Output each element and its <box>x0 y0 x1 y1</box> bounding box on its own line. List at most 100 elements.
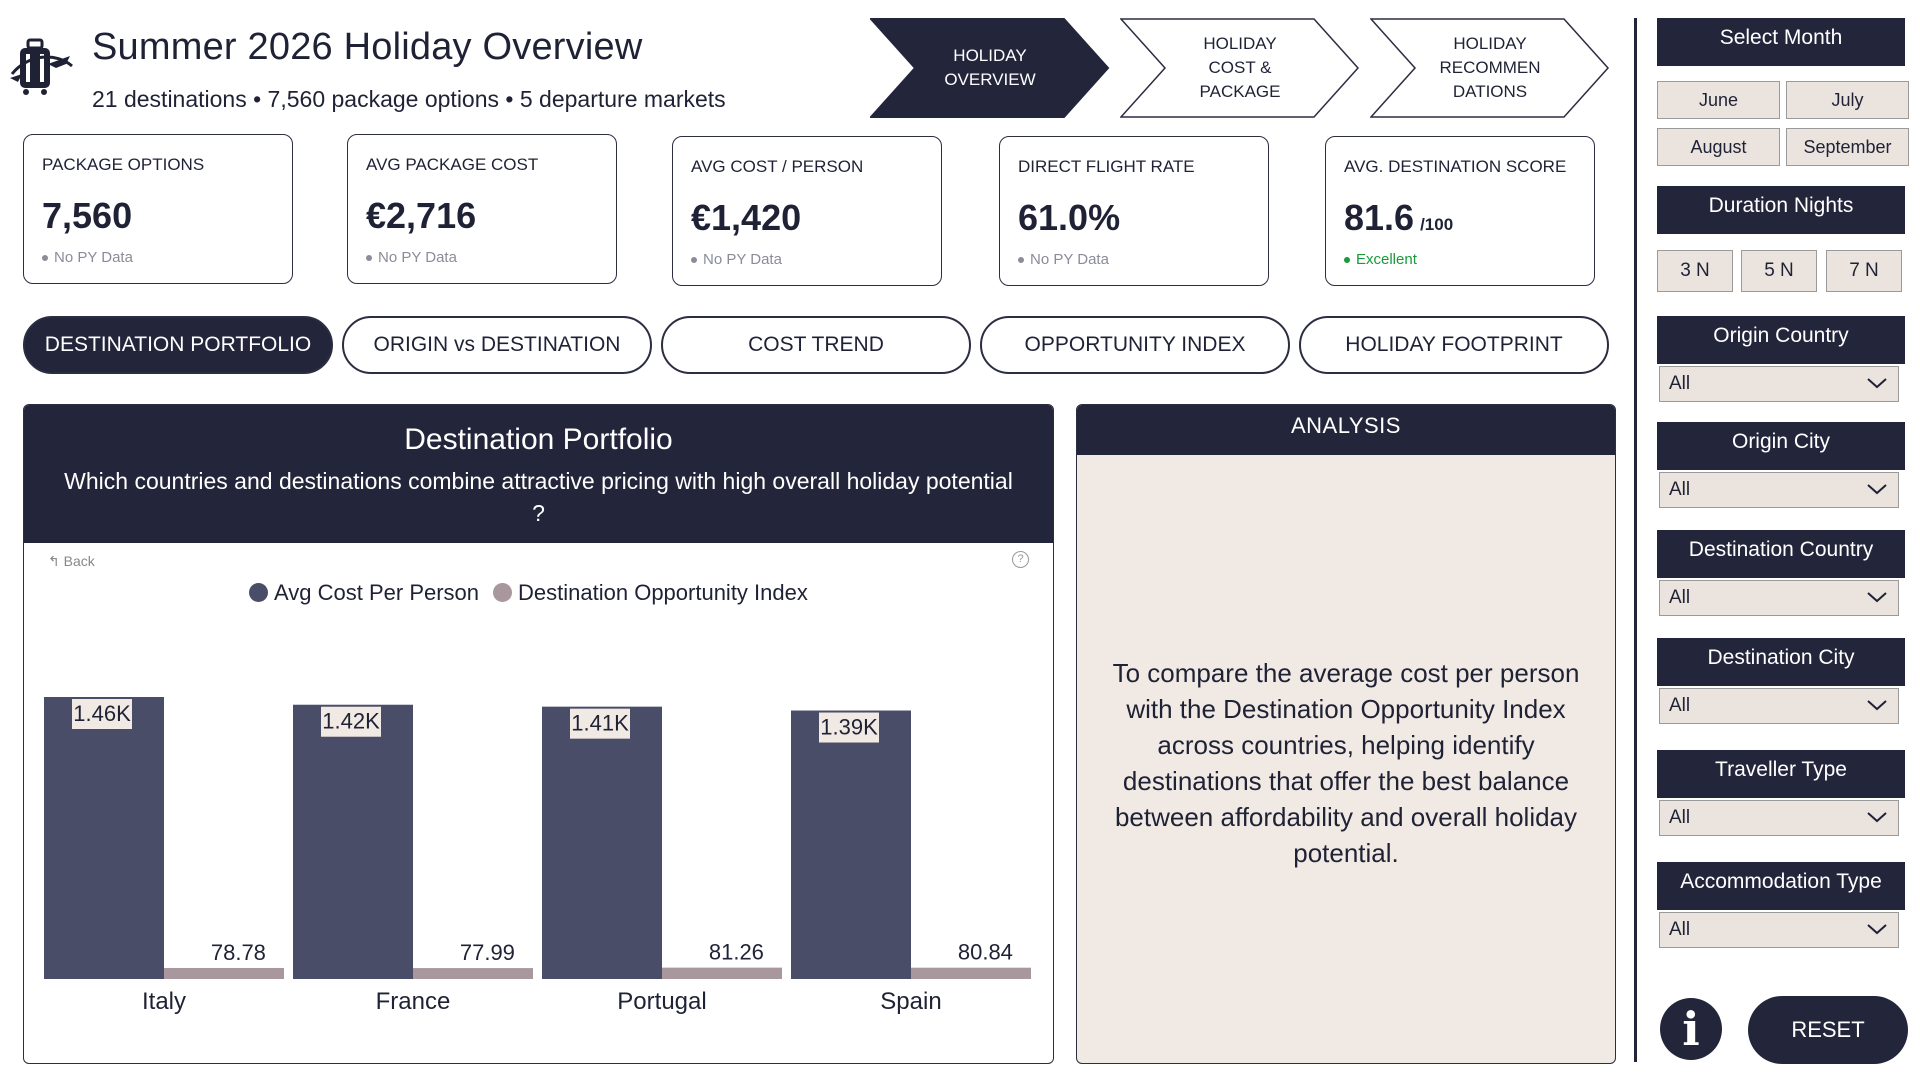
filter-title-destination-city: Destination City <box>1657 638 1905 686</box>
chevron-down-icon <box>1867 812 1887 823</box>
page-subtitle: 21 destinations • 7,560 package options … <box>92 86 726 112</box>
data-label-bg <box>321 706 381 737</box>
kpi-label: DIRECT FLIGHT RATE <box>1018 157 1195 176</box>
traveller-type-select[interactable]: All <box>1659 800 1899 836</box>
back-button[interactable]: ↰ Back <box>48 553 95 569</box>
kpi-package-options: PACKAGE OPTIONS 7,560 No PY Data <box>23 134 293 284</box>
kpi-value: 81.6/100 <box>1344 197 1454 238</box>
data-label-index: 78.78 <box>211 940 266 965</box>
chevron-down-icon <box>1867 592 1887 603</box>
select-value: All <box>1669 919 1691 940</box>
tab-cost-trend[interactable]: COST TREND <box>661 316 971 374</box>
filter-title-nights: Duration Nights <box>1657 186 1905 234</box>
data-label-cost: 1.41K <box>571 711 629 736</box>
bar-index-italy[interactable] <box>164 967 284 979</box>
kpi-direct-flight-rate: DIRECT FLIGHT RATE 61.0% No PY Data <box>999 136 1269 286</box>
filter-title-accommodation-type: Accommodation Type <box>1657 862 1905 910</box>
select-value: All <box>1669 695 1691 716</box>
filter-title-origin-city: Origin City <box>1657 422 1905 470</box>
data-label-cost: 1.39K <box>820 715 878 740</box>
chevron-shape <box>1370 18 1610 118</box>
data-label-cost: 1.42K <box>322 709 380 734</box>
kpi-note: No PY Data <box>691 251 923 268</box>
origin-country-select[interactable]: All <box>1659 366 1899 402</box>
tab-opportunity-index[interactable]: OPPORTUNITY INDEX <box>980 316 1290 374</box>
kpi-note: No PY Data <box>366 249 598 266</box>
destination-country-select[interactable]: All <box>1659 580 1899 616</box>
bar-index-spain[interactable] <box>911 967 1031 979</box>
nav-label: HOLIDAY OVERVIEW <box>944 46 1036 89</box>
chevron-down-icon <box>1867 378 1887 389</box>
suitcase-plane-logo-icon <box>8 34 76 102</box>
month-button-june[interactable]: June <box>1657 81 1780 119</box>
chevron-down-icon <box>1867 924 1887 935</box>
kpi-avg-destination-score: AVG. DESTINATION SCORE 81.6/100 Excellen… <box>1325 136 1595 286</box>
tab-destination-portfolio[interactable]: DESTINATION PORTFOLIO <box>23 316 333 374</box>
kpi-value: 7,560 <box>42 195 133 236</box>
legend-item-index[interactable]: Destination Opportunity Index <box>493 580 808 606</box>
destination-portfolio-panel: 1.46K 78.78 Italy 1.42K 77.99 France 1.41K 81.2… <box>23 404 1054 1064</box>
nights-button-5[interactable]: 5 N <box>1741 250 1817 292</box>
info-button[interactable]: i <box>1660 998 1722 1060</box>
nights-button-7[interactable]: 7 N <box>1826 250 1902 292</box>
chevron-shape <box>870 18 1110 118</box>
chart-header: Destination Portfolio Which countries an… <box>24 405 1053 543</box>
nav-holiday-overview[interactable]: HOLIDAY OVERVIEW <box>870 18 1110 118</box>
chart-legend: Avg Cost Per Person Destination Opportun… <box>249 580 808 606</box>
reset-button[interactable]: RESET <box>1748 996 1908 1064</box>
kpi-value: €1,420 <box>691 197 802 238</box>
x-tick-label: Portugal <box>617 988 706 1015</box>
back-arrow-icon: ↰ <box>48 553 60 569</box>
nav-label: HOLIDAY RECOMMEN DATIONS <box>1439 34 1541 101</box>
accommodation-type-select[interactable]: All <box>1659 912 1899 948</box>
kpi-label: AVG. DESTINATION SCORE <box>1344 157 1567 176</box>
data-label-cost: 1.46K <box>73 701 131 726</box>
x-tick-label: France <box>376 988 451 1015</box>
chevron-down-icon <box>1867 700 1887 711</box>
origin-city-select[interactable]: All <box>1659 472 1899 508</box>
bar-cost-italy[interactable] <box>44 697 164 979</box>
analysis-text: To compare the average cost per person w… <box>1112 658 1580 868</box>
filter-title-origin-country: Origin Country <box>1657 316 1905 364</box>
kpi-unit: /100 <box>1420 215 1454 234</box>
analysis-panel: ANALYSIS To compare the average cost per… <box>1076 404 1616 1064</box>
filter-title-destination-country: Destination Country <box>1657 530 1905 578</box>
bar-cost-spain[interactable] <box>791 710 911 979</box>
data-label-index: 77.99 <box>460 940 515 965</box>
kpi-label: AVG COST / PERSON <box>691 157 864 176</box>
bar-index-france[interactable] <box>413 968 533 979</box>
bar-cost-portugal[interactable] <box>542 706 662 979</box>
month-button-july[interactable]: July <box>1786 81 1909 119</box>
kpi-note: Excellent <box>1344 251 1576 268</box>
data-label-bg <box>819 712 879 743</box>
kpi-avg-cost-person: AVG COST / PERSON €1,420 No PY Data <box>672 136 942 286</box>
chevron-down-icon <box>1867 484 1887 495</box>
nights-button-3[interactable]: 3 N <box>1657 250 1733 292</box>
chart-title: Destination Portfolio <box>404 423 673 456</box>
nav-holiday-cost-package[interactable]: HOLIDAY COST & PACKAGE <box>1120 18 1360 118</box>
bar-index-portugal[interactable] <box>662 967 782 979</box>
month-button-august[interactable]: August <box>1657 128 1780 166</box>
destination-city-select[interactable]: All <box>1659 688 1899 724</box>
data-label-bg <box>72 699 132 729</box>
filter-title-traveller-type: Traveller Type <box>1657 750 1905 798</box>
select-value: All <box>1669 373 1691 394</box>
bar-cost-france[interactable] <box>293 704 413 979</box>
x-tick-label: Italy <box>142 988 186 1015</box>
legend-item-cost[interactable]: Avg Cost Per Person <box>249 580 479 606</box>
nav-holiday-recommendations[interactable]: HOLIDAY RECOMMEN DATIONS <box>1370 18 1610 118</box>
chart-question: Which countries and destinations combine… <box>64 468 1013 526</box>
analysis-title: ANALYSIS <box>1077 405 1615 455</box>
tab-origin-vs-destination[interactable]: ORIGIN vs DESTINATION <box>342 316 652 374</box>
month-button-september[interactable]: September <box>1786 128 1909 166</box>
filter-title-month: Select Month <box>1657 18 1905 66</box>
select-value: All <box>1669 479 1691 500</box>
kpi-avg-package-cost: AVG PACKAGE COST €2,716 No PY Data <box>347 134 617 284</box>
kpi-label: PACKAGE OPTIONS <box>42 155 205 174</box>
help-icon[interactable]: ? <box>1012 551 1029 568</box>
nav-label: HOLIDAY COST & PACKAGE <box>1199 34 1281 101</box>
select-value: All <box>1669 807 1691 828</box>
kpi-value: 61.0% <box>1018 197 1121 238</box>
tab-holiday-footprint[interactable]: HOLIDAY FOOTPRINT <box>1299 316 1609 374</box>
data-label-bg <box>570 708 630 739</box>
